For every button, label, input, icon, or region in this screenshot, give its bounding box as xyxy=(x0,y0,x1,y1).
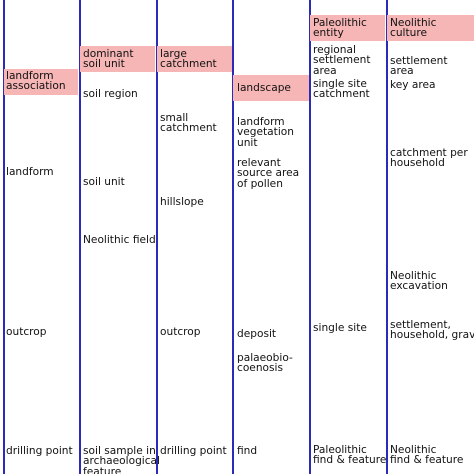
label-hillslope: hillslope xyxy=(160,196,204,208)
label-palaeobiocoenosis: palaeobio- coenosis xyxy=(237,352,293,375)
label-neolithic-excavation: Neolithic excavation xyxy=(390,270,448,293)
label-find: find xyxy=(237,445,258,457)
column-divider xyxy=(79,0,81,474)
label-soil-region: soil region xyxy=(83,88,138,100)
label-relevant-source-area: relevant source area of pollen xyxy=(237,157,300,190)
highlight-landform-association xyxy=(4,69,78,95)
label-outcrop: outcrop xyxy=(6,326,47,338)
label-landform-vegetation-unit: landform vegetation unit xyxy=(237,116,294,149)
highlight-landscape xyxy=(233,75,309,101)
label-paleolithic-find-feature: Paleolithic find & feature xyxy=(313,444,387,467)
label-catchment-per-household: catchment per household xyxy=(390,147,468,170)
label-drilling-point: drilling point xyxy=(160,445,227,457)
label-settlement-household-grave: settlement, household, grave xyxy=(390,319,474,342)
label-landscape: landscape xyxy=(237,82,291,94)
label-small-catchment: small catchment xyxy=(160,112,217,135)
highlight-paleolithic-entity xyxy=(310,15,385,41)
column-divider xyxy=(386,0,388,474)
label-soil-sample: soil sample in archaeological feature xyxy=(83,445,160,474)
column-divider xyxy=(156,0,158,474)
highlight-neolithic-culture xyxy=(387,15,474,41)
label-key-area: key area xyxy=(390,79,436,91)
label-landform-association: landform association xyxy=(6,70,66,93)
label-neolithic-find-feature: Neolithic find & feature xyxy=(390,444,464,467)
label-single-site: single site xyxy=(313,322,367,334)
label-soil-unit: soil unit xyxy=(83,176,125,188)
label-drilling-point: drilling point xyxy=(6,445,73,457)
label-large-catchment: large catchment xyxy=(160,48,217,71)
label-settlement-area: settlement area xyxy=(390,55,448,78)
label-landform: landform xyxy=(6,166,54,178)
highlight-large-catchment xyxy=(157,46,232,72)
label-outcrop: outcrop xyxy=(160,326,201,338)
column-divider xyxy=(3,0,5,474)
label-paleolithic-entity: Paleolithic entity xyxy=(313,17,367,40)
label-neolithic-culture: Neolithic culture xyxy=(390,17,437,40)
column-divider xyxy=(232,0,234,474)
label-regional-settlement-area: regional settlement area xyxy=(313,44,371,77)
column-divider xyxy=(309,0,311,474)
label-deposit: deposit xyxy=(237,328,277,340)
highlight-dominant-soil-unit xyxy=(80,46,155,72)
label-dominant-soil-unit: dominant soil unit xyxy=(83,48,134,71)
label-single-site-catchment: single site catchment xyxy=(313,78,370,101)
label-neolithic-field: Neolithic field xyxy=(83,234,156,246)
